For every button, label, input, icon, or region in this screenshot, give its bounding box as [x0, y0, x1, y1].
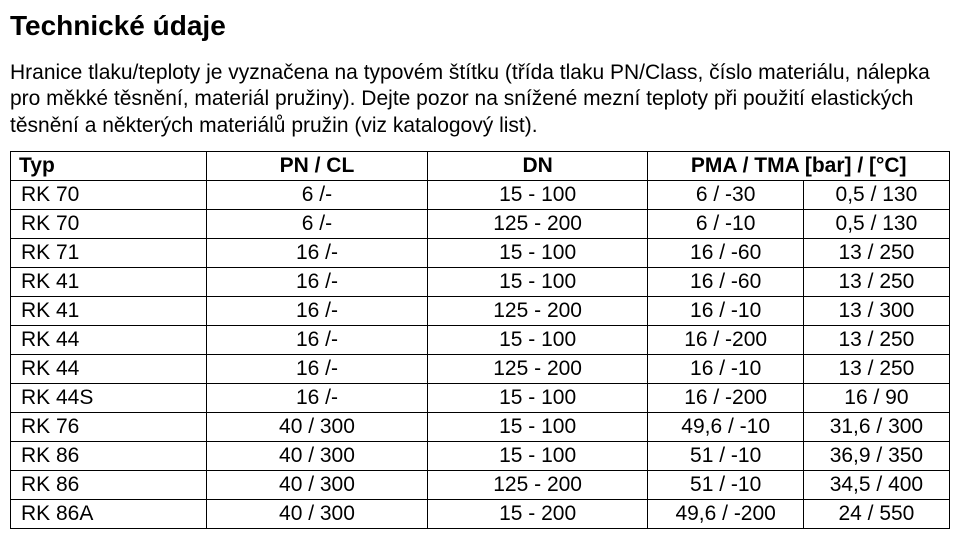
table-row: RK 706 /-125 - 2006 / -100,5 / 130	[11, 209, 950, 238]
cell-typ: RK 86A	[11, 499, 207, 528]
cell-v2: 24 / 550	[803, 499, 949, 528]
table-row: RK 7116 /-15 - 10016 / -6013 / 250	[11, 238, 950, 267]
cell-v1: 16 / -200	[648, 383, 803, 412]
cell-dn: 15 - 100	[427, 238, 648, 267]
cell-pn: 40 / 300	[207, 499, 428, 528]
cell-typ: RK 70	[11, 180, 207, 209]
cell-dn: 125 - 200	[427, 470, 648, 499]
table-row: RK 8640 / 30015 - 10051 / -1036,9 / 350	[11, 441, 950, 470]
table-row: RK 86A40 / 30015 - 20049,6 / -20024 / 55…	[11, 499, 950, 528]
cell-pn: 40 / 300	[207, 412, 428, 441]
cell-dn: 15 - 100	[427, 325, 648, 354]
cell-v1: 16 / -200	[648, 325, 803, 354]
cell-v1: 16 / -60	[648, 238, 803, 267]
cell-dn: 125 - 200	[427, 354, 648, 383]
cell-dn: 125 - 200	[427, 296, 648, 325]
cell-pn: 16 /-	[207, 296, 428, 325]
cell-v2: 36,9 / 350	[803, 441, 949, 470]
cell-v1: 16 / -10	[648, 296, 803, 325]
table-row: RK 4116 /-15 - 10016 / -6013 / 250	[11, 267, 950, 296]
cell-v2: 0,5 / 130	[803, 209, 949, 238]
cell-typ: RK 76	[11, 412, 207, 441]
table-header-row: Typ PN / CL DN PMA / TMA [bar] / [°C]	[11, 151, 950, 180]
cell-pn: 40 / 300	[207, 441, 428, 470]
cell-typ: RK 70	[11, 209, 207, 238]
table-row: RK 8640 / 300125 - 20051 / -1034,5 / 400	[11, 470, 950, 499]
cell-v2: 13 / 250	[803, 238, 949, 267]
cell-dn: 15 - 100	[427, 383, 648, 412]
cell-dn: 15 - 100	[427, 441, 648, 470]
cell-v2: 16 / 90	[803, 383, 949, 412]
cell-typ: RK 44S	[11, 383, 207, 412]
cell-v2: 13 / 250	[803, 325, 949, 354]
cell-v1: 6 / -30	[648, 180, 803, 209]
cell-typ: RK 41	[11, 296, 207, 325]
table-row: RK 7640 / 30015 - 10049,6 / -1031,6 / 30…	[11, 412, 950, 441]
table-body: RK 706 /-15 - 1006 / -300,5 / 130RK 706 …	[11, 180, 950, 528]
cell-v2: 0,5 / 130	[803, 180, 949, 209]
cell-dn: 125 - 200	[427, 209, 648, 238]
cell-v1: 6 / -10	[648, 209, 803, 238]
cell-typ: RK 44	[11, 354, 207, 383]
table-row: RK 4116 /-125 - 20016 / -1013 / 300	[11, 296, 950, 325]
cell-v2: 34,5 / 400	[803, 470, 949, 499]
cell-dn: 15 - 100	[427, 267, 648, 296]
cell-typ: RK 86	[11, 470, 207, 499]
data-table: Typ PN / CL DN PMA / TMA [bar] / [°C] RK…	[10, 151, 950, 529]
cell-v1: 49,6 / -200	[648, 499, 803, 528]
header-pma: PMA / TMA [bar] / [°C]	[648, 151, 950, 180]
header-pn: PN / CL	[207, 151, 428, 180]
cell-v1: 51 / -10	[648, 470, 803, 499]
cell-v2: 13 / 300	[803, 296, 949, 325]
cell-dn: 15 - 200	[427, 499, 648, 528]
cell-pn: 16 /-	[207, 325, 428, 354]
cell-v2: 31,6 / 300	[803, 412, 949, 441]
intro-paragraph: Hranice tlaku/teploty je vyznačena na ty…	[10, 60, 950, 139]
cell-v1: 51 / -10	[648, 441, 803, 470]
cell-pn: 16 /-	[207, 383, 428, 412]
cell-typ: RK 41	[11, 267, 207, 296]
cell-pn: 40 / 300	[207, 470, 428, 499]
cell-v1: 16 / -60	[648, 267, 803, 296]
header-dn: DN	[427, 151, 648, 180]
cell-pn: 16 /-	[207, 354, 428, 383]
cell-v1: 49,6 / -10	[648, 412, 803, 441]
cell-dn: 15 - 100	[427, 412, 648, 441]
table-row: RK 706 /-15 - 1006 / -300,5 / 130	[11, 180, 950, 209]
cell-pn: 16 /-	[207, 267, 428, 296]
cell-pn: 6 /-	[207, 209, 428, 238]
cell-dn: 15 - 100	[427, 180, 648, 209]
table-row: RK 4416 /-15 - 10016 / -20013 / 250	[11, 325, 950, 354]
cell-typ: RK 86	[11, 441, 207, 470]
cell-v1: 16 / -10	[648, 354, 803, 383]
page-title: Technické údaje	[10, 10, 950, 42]
table-row: RK 44S16 /-15 - 10016 / -20016 / 90	[11, 383, 950, 412]
cell-pn: 16 /-	[207, 238, 428, 267]
cell-pn: 6 /-	[207, 180, 428, 209]
cell-v2: 13 / 250	[803, 267, 949, 296]
cell-typ: RK 44	[11, 325, 207, 354]
table-row: RK 4416 /-125 - 20016 / -1013 / 250	[11, 354, 950, 383]
header-typ: Typ	[11, 151, 207, 180]
cell-v2: 13 / 250	[803, 354, 949, 383]
cell-typ: RK 71	[11, 238, 207, 267]
